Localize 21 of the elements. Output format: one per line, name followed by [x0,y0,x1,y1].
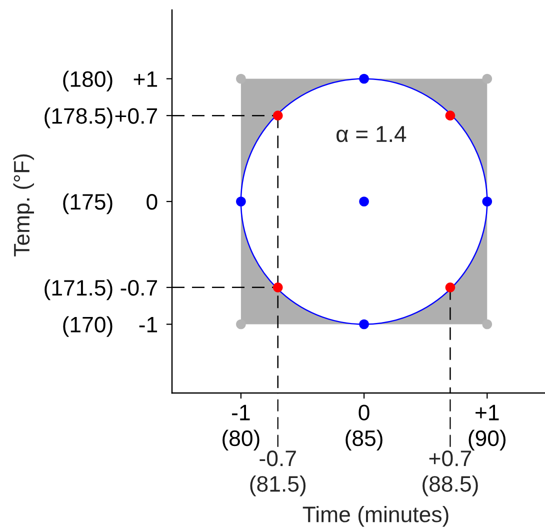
x2-tick-label: (80) [222,430,260,451]
annotation: +0.7 (88.5) [422,450,478,496]
y-tick-label: +0.7 [115,108,157,124]
y2-tick-label: (171.5) [44,279,112,300]
x-tick-label: 0 [358,404,370,420]
y2-tick-label: (175) [63,193,112,214]
x-tick-label: -1 [232,404,250,420]
x2-tick-label: (90) [468,430,506,451]
y2-tick-label: (180) [63,70,112,92]
y-tick-label: +1 [134,72,158,87]
y2-tick-label: (170) [63,316,112,337]
y2-tick-label: (178.5) [44,108,112,128]
annotation: -0.7 (81.5) [250,450,306,496]
x2-tick-label: (85) [346,430,382,451]
y-tick-label: -1 [139,317,158,332]
x-tick-label: +1 [476,404,499,420]
x-axis-title: Time (minutes) [302,506,448,527]
y-tick-label: -0.7 [120,280,157,296]
annotation: α = 1.4 [336,126,406,142]
y-tick-label: 0 [146,194,158,210]
y2-axis-title: Temp. (°F) [13,154,34,256]
